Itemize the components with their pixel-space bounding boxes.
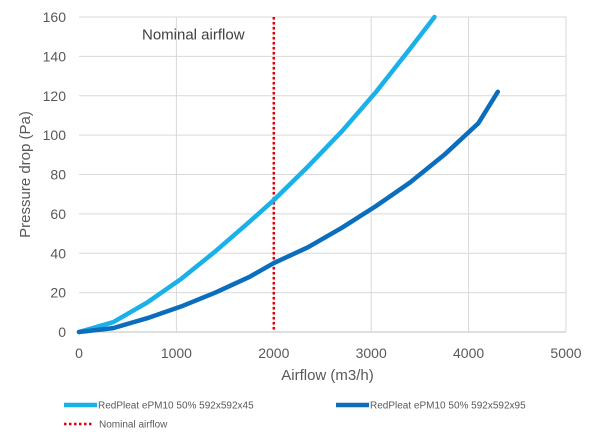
x-axis-label: Airflow (m3/h) [281, 367, 374, 384]
x-tick-label: 4000 [453, 345, 484, 361]
x-tick-label: 5000 [550, 345, 581, 361]
legend-label-series-1: RedPleat ePM10 50% 592x592x45 [98, 401, 254, 412]
legend-label-series-2: RedPleat ePM10 50% 592x592x95 [370, 401, 526, 412]
tick-labels: 0 20 40 60 80 100 120 140 160 0 1000 2000 3000 4000 50… [43, 9, 582, 361]
series-lines [76, 14, 501, 335]
x-tick-label: 1000 [161, 345, 192, 361]
legend-label-nominal-airflow: Nominal airflow [99, 420, 168, 431]
x-tick-label: 0 [75, 345, 83, 361]
y-tick-label: 0 [58, 324, 66, 340]
x-tick-label: 3000 [356, 345, 387, 361]
y-tick-label: 100 [43, 127, 67, 143]
y-tick-label: 160 [43, 9, 67, 25]
legend: RedPleat ePM10 50% 592x592x45 RedPleat e… [64, 401, 526, 431]
series-line-1 [76, 14, 437, 335]
y-tick-label: 20 [50, 285, 66, 301]
y-tick-label: 60 [50, 206, 66, 222]
y-tick-label: 40 [50, 245, 66, 261]
grid [79, 16, 567, 333]
y-axis-label: Pressure drop (Pa) [17, 111, 34, 238]
nominal-airflow-annotation: Nominal airflow [142, 27, 245, 44]
series-line-2 [76, 89, 501, 335]
y-tick-label: 140 [43, 48, 67, 64]
x-tick-label: 2000 [258, 345, 289, 361]
y-tick-label: 120 [43, 88, 67, 104]
y-tick-label: 80 [50, 167, 66, 183]
